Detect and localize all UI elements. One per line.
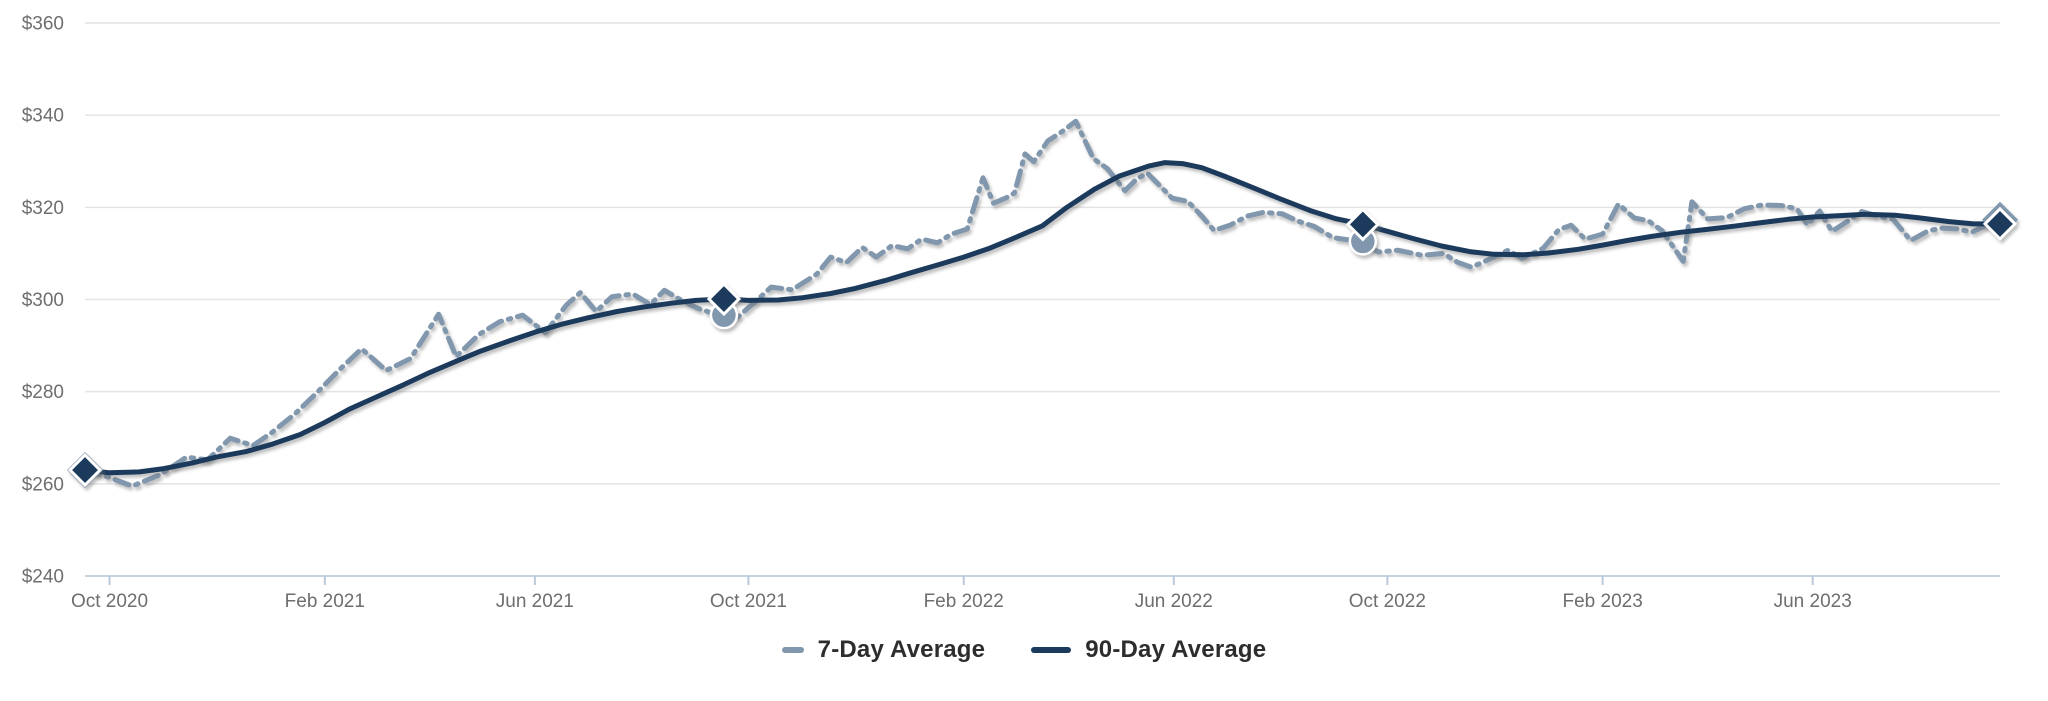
y-axis-tick-label: $340	[22, 106, 64, 127]
x-axis-tick-label: Jun 2023	[1774, 591, 1852, 612]
series-line-90-day-average	[82, 160, 2003, 476]
series-line-7-day-average	[82, 118, 2003, 489]
marker-90-day-diamond	[67, 452, 103, 488]
x-axis-tick-label: Oct 2021	[710, 591, 787, 612]
x-axis-tick-label: Oct 2020	[71, 591, 148, 612]
x-axis-tick-label: Oct 2022	[1349, 591, 1426, 612]
legend-item-7-day-average: 7-Day Average	[781, 636, 986, 664]
legend-item-90-day-average: 90-Day Average	[1031, 636, 1266, 664]
y-axis-tick-label: $300	[22, 290, 64, 311]
dashed-line-swatch-icon	[781, 647, 804, 653]
x-axis-tick-label: Jun 2021	[496, 591, 574, 612]
marker-90-day-diamond	[1345, 207, 1380, 242]
y-axis-tick-label: $240	[22, 567, 64, 588]
x-axis-tick-label: Feb 2023	[1562, 591, 1642, 612]
x-axis-tick-label: Feb 2021	[285, 591, 365, 612]
y-axis-tick-label: $320	[22, 198, 64, 219]
solid-line-swatch-icon	[1031, 647, 1072, 653]
y-axis-tick-label: $360	[22, 14, 64, 35]
y-axis-tick-label: $280	[22, 382, 64, 403]
legend-label-90-day-average: 90-Day Average	[1085, 636, 1267, 663]
x-axis-tick-label: Jun 2022	[1135, 591, 1213, 612]
marker-90-day-diamond	[706, 281, 742, 317]
y-axis-tick-label: $260	[22, 474, 64, 495]
chart-legend: 7-Day Average 90-Day Average	[0, 636, 2048, 664]
legend-label-7-day-average: 7-Day Average	[817, 636, 986, 663]
x-axis-tick-label: Feb 2022	[924, 591, 1004, 612]
marker-90-day-diamond	[1982, 206, 2018, 242]
